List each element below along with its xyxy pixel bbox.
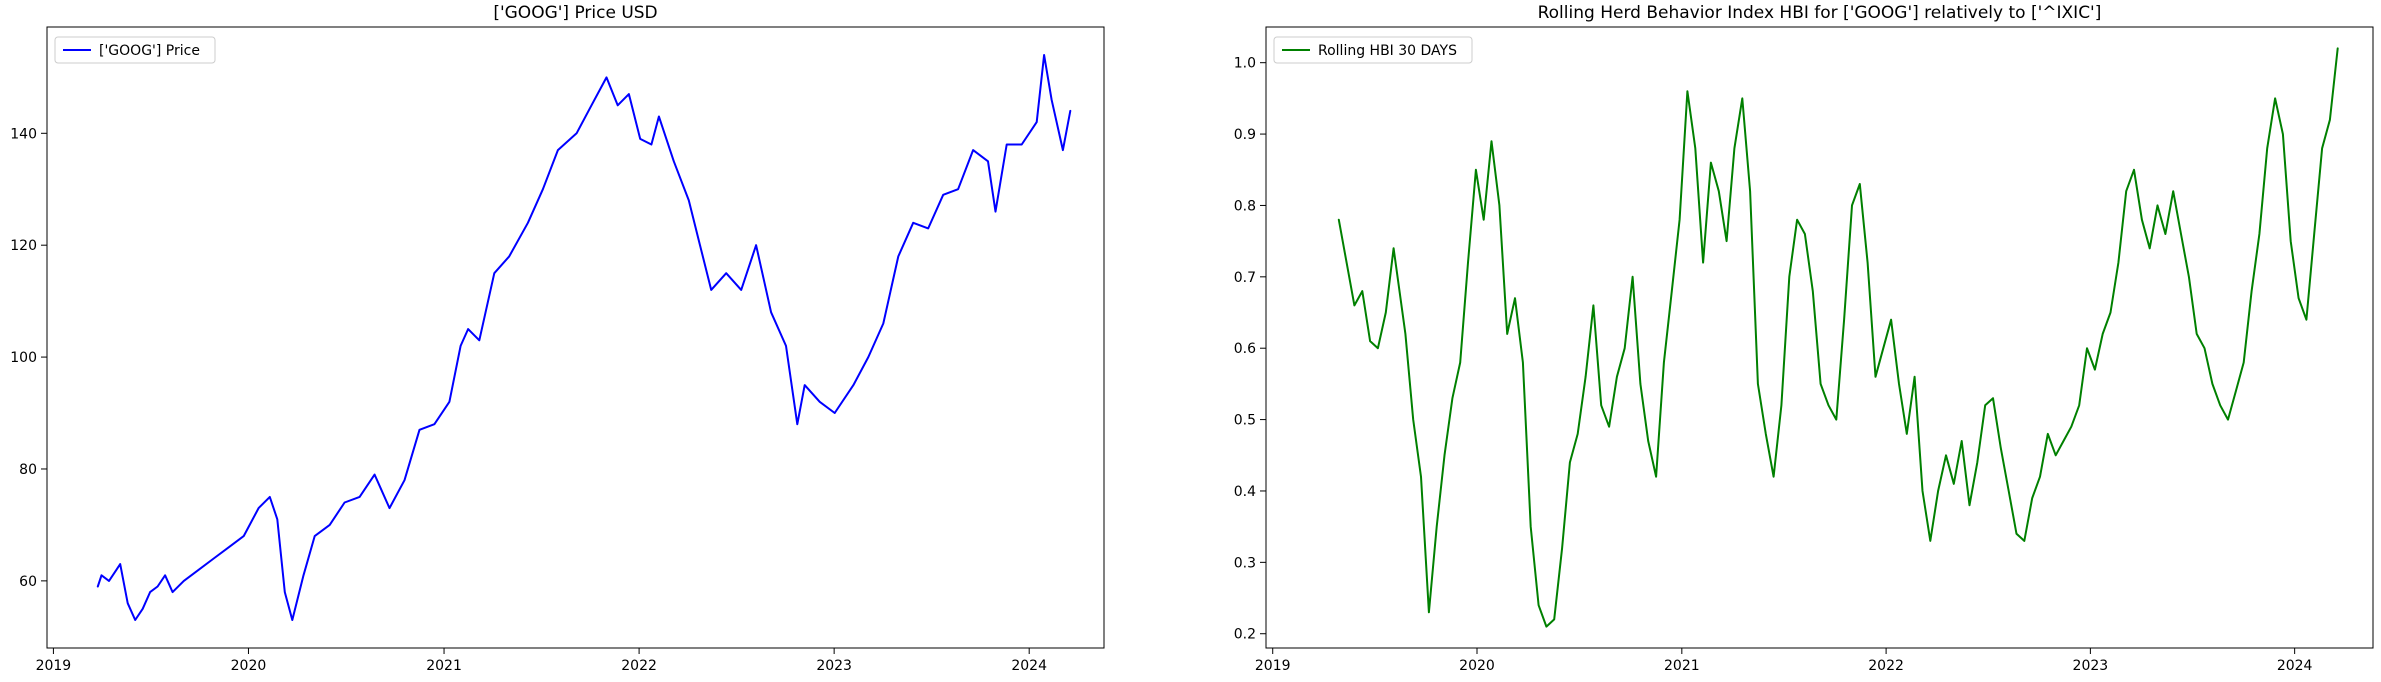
hbi-x-tick-label: 2024 — [2277, 658, 2313, 674]
price-y-tick-label: 60 — [19, 574, 37, 590]
hbi-legend-box — [1273, 36, 1473, 64]
hbi-legend-label: Rolling HBI 30 DAYS — [1318, 43, 1457, 59]
hbi-chart-title: Rolling Herd Behavior Index HBI for ['GO… — [1538, 3, 2102, 23]
price-x-tick-label: 2024 — [1011, 658, 1047, 674]
price-x-tick-label: 2021 — [426, 658, 462, 674]
price-chart-panel: ['GOOG'] Price USD 2019 2020 2021 2022 2023 20… — [10, 3, 1105, 674]
hbi-chart-panel: Rolling Herd Behavior Index HBI for ['GO… — [1234, 3, 2374, 674]
price-x-tick-label: 2022 — [621, 658, 657, 674]
price-y-tick-label: 80 — [19, 462, 37, 478]
price-legend: ['GOOG'] Price — [54, 36, 216, 64]
hbi-y-tick-label: 0.4 — [1234, 484, 1256, 500]
hbi-x-tick-label: 2019 — [1255, 658, 1291, 674]
hbi-x-tick-label: 2022 — [1868, 658, 1904, 674]
price-chart-title: ['GOOG'] Price USD — [493, 3, 657, 23]
hbi-x-tick-label: 2021 — [1664, 658, 1700, 674]
price-y-tick-label: 140 — [10, 126, 37, 142]
hbi-legend: Rolling HBI 30 DAYS — [1273, 36, 1473, 64]
price-x-tick-label: 2023 — [816, 658, 852, 674]
price-y-tick-label: 100 — [10, 350, 37, 366]
price-legend-box — [54, 36, 216, 64]
hbi-y-tick-label: 0.9 — [1234, 127, 1256, 143]
price-plot-frame — [46, 26, 1105, 649]
hbi-plot-frame — [1265, 26, 2374, 649]
hbi-y-tick-label: 0.2 — [1234, 627, 1256, 643]
price-legend-label: ['GOOG'] Price — [99, 43, 200, 59]
hbi-y-tick-label: 0.7 — [1234, 270, 1256, 286]
price-series-line — [96, 54, 1072, 621]
hbi-y-tick-label: 0.3 — [1234, 555, 1256, 571]
hbi-x-tick-label: 2023 — [2073, 658, 2109, 674]
price-x-tick-label: 2020 — [231, 658, 267, 674]
hbi-y-tick-label: 0.5 — [1234, 413, 1256, 429]
hbi-y-tick-label: 0.8 — [1234, 198, 1256, 214]
price-x-tick-label: 2019 — [36, 658, 72, 674]
hbi-y-tick-label: 1.0 — [1234, 56, 1256, 72]
hbi-series-line — [1337, 47, 2339, 628]
hbi-x-tick-label: 2020 — [1459, 658, 1495, 674]
hbi-y-tick-label: 0.6 — [1234, 341, 1256, 357]
price-y-tick-label: 120 — [10, 238, 37, 254]
